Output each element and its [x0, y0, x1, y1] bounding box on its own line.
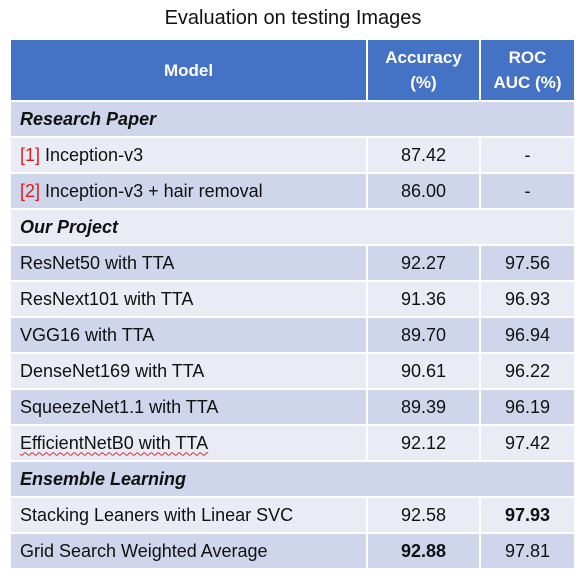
section-row-ensemble: Ensemble Learning	[11, 460, 574, 497]
roc-cell: 97.81	[480, 532, 574, 568]
roc-cell: 96.19	[480, 388, 574, 425]
accuracy-cell-best: 92.88	[367, 532, 481, 568]
table-row: EfficientNetB0 with TTA 92.12 97.42	[11, 424, 574, 461]
table-row: ResNext101 with TTA 91.36 96.93	[11, 280, 574, 317]
table-row: Stacking Leaners with Linear SVC 92.58 9…	[11, 496, 574, 533]
model-cell: [2] Inception-v3 + hair removal	[11, 172, 368, 209]
accuracy-cell: 92.58	[367, 496, 481, 533]
table-title: Evaluation on testing Images	[164, 7, 422, 29]
reference-link[interactable]: [1]	[20, 144, 41, 165]
table-row: [1] Inception-v3 87.42 -	[11, 136, 574, 173]
header-roc-auc: ROC AUC (%)	[480, 40, 574, 101]
section-row-research: Research Paper	[11, 100, 574, 137]
model-cell: ResNext101 with TTA	[11, 280, 368, 317]
model-cell: SqueezeNet1.1 with TTA	[11, 388, 368, 425]
roc-cell-best: 97.93	[480, 496, 574, 533]
section-label: Ensemble Learning	[11, 460, 574, 497]
model-cell: Stacking Leaners with Linear SVC	[11, 496, 368, 533]
model-cell: EfficientNetB0 with TTA	[11, 424, 368, 461]
roc-cell: 97.42	[480, 424, 574, 461]
header-accuracy: Accuracy (%)	[367, 40, 481, 101]
accuracy-cell: 91.36	[367, 280, 481, 317]
header-model: Model	[11, 40, 368, 101]
table-row: [2] Inception-v3 + hair removal 86.00 -	[11, 172, 574, 209]
roc-cell: -	[480, 172, 574, 209]
model-cell: Grid Search Weighted Average	[11, 532, 368, 568]
roc-cell: 96.94	[480, 316, 574, 353]
roc-cell: 97.56	[480, 244, 574, 281]
roc-cell: 96.93	[480, 280, 574, 317]
section-label: Research Paper	[11, 100, 574, 137]
accuracy-cell: 92.27	[367, 244, 481, 281]
table-row: ResNet50 with TTA 92.27 97.56	[11, 244, 574, 281]
section-row-project: Our Project	[11, 208, 574, 245]
table-row: Grid Search Weighted Average 92.88 97.81	[11, 532, 574, 568]
accuracy-cell: 92.12	[367, 424, 481, 461]
accuracy-cell: 86.00	[367, 172, 481, 209]
accuracy-cell: 90.61	[367, 352, 481, 389]
results-table: Model Accuracy (%) ROC AUC (%) Research Pa…	[11, 40, 574, 568]
header-row: Model Accuracy (%) ROC AUC (%)	[11, 40, 574, 101]
model-cell: ResNet50 with TTA	[11, 244, 368, 281]
accuracy-cell: 89.39	[367, 388, 481, 425]
table-row: VGG16 with TTA 89.70 96.94	[11, 316, 574, 353]
accuracy-cell: 87.42	[367, 136, 481, 173]
section-label: Our Project	[11, 208, 574, 245]
model-cell: [1] Inception-v3	[11, 136, 368, 173]
reference-link[interactable]: [2]	[20, 180, 41, 201]
model-cell: DenseNet169 with TTA	[11, 352, 368, 389]
model-cell: VGG16 with TTA	[11, 316, 368, 353]
table-row: DenseNet169 with TTA 90.61 96.22	[11, 352, 574, 389]
roc-cell: 96.22	[480, 352, 574, 389]
roc-cell: -	[480, 136, 574, 173]
table-row: SqueezeNet1.1 with TTA 89.39 96.19	[11, 388, 574, 425]
accuracy-cell: 89.70	[367, 316, 481, 353]
